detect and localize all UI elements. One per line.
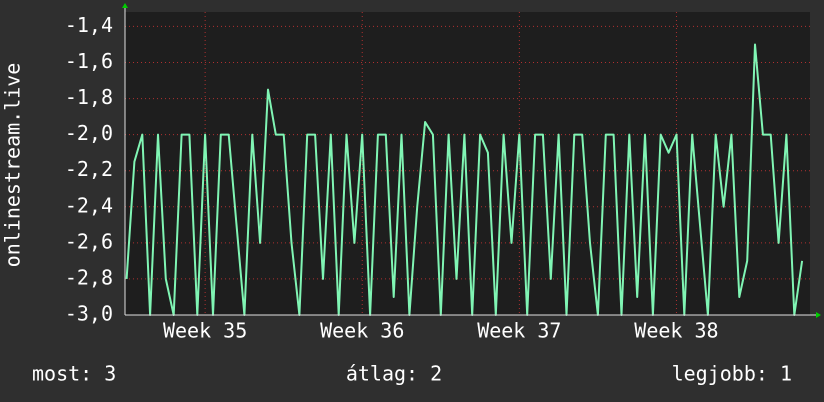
y-tick-label: -1,8 [65, 85, 113, 109]
axis-arrow [816, 312, 821, 318]
x-tick-label: Week 35 [163, 319, 247, 343]
footer-stat: most: 3 [32, 362, 116, 386]
y-tick-label: -2,4 [65, 193, 113, 217]
data-line [125, 43, 804, 316]
axis-arrow [122, 3, 128, 8]
y-tick-label: -2,0 [65, 121, 113, 145]
y-tick-label: -3,0 [65, 302, 113, 326]
footer-stat: átlag: 2 [346, 362, 442, 386]
y-axis-label: onlinestream.live [1, 63, 25, 268]
footer-stat: legjobb: 1 [672, 362, 792, 386]
y-tick-label: -1,6 [65, 49, 113, 73]
y-tick-label: -1,4 [65, 13, 113, 37]
y-tick-label: -2,8 [65, 265, 113, 289]
x-tick-label: Week 38 [634, 319, 718, 343]
x-tick-label: Week 36 [320, 319, 404, 343]
y-tick-label: -2,6 [65, 229, 113, 253]
plot-area [125, 12, 810, 315]
x-tick-label: Week 37 [477, 319, 561, 343]
y-tick-label: -2,2 [65, 157, 113, 181]
